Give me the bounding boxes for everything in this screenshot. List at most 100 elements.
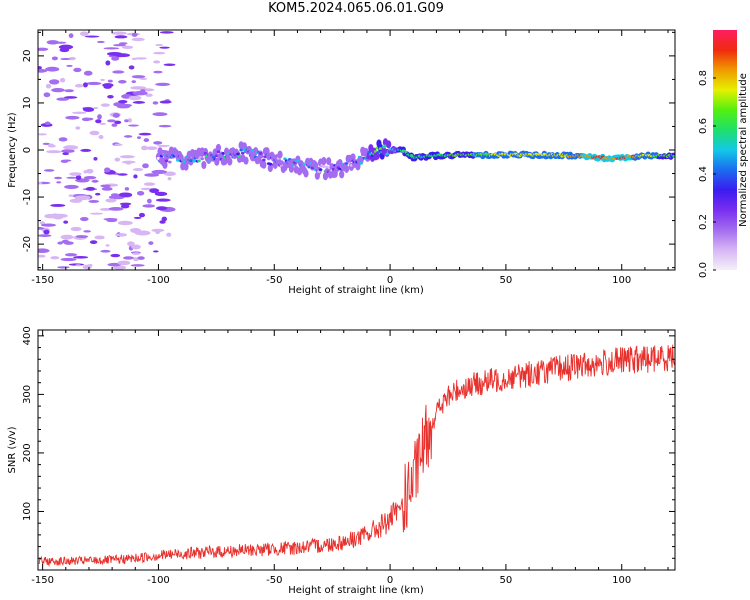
spectrogram-noise-cell <box>43 92 51 98</box>
spectrogram-ridge-halo <box>343 164 350 173</box>
spectrogram-noise-cell <box>123 256 134 260</box>
spectrogram-noise-cell <box>130 228 141 234</box>
spectrogram-ridge-cell <box>197 159 201 163</box>
spectrogram-noise-cell <box>97 114 102 120</box>
y-tick-label: -20 <box>22 236 33 252</box>
spectrogram-ridge-cell <box>164 159 169 163</box>
spectrogram-noise-cell <box>124 187 130 191</box>
spectrogram-noise-cell <box>66 176 78 179</box>
spectrogram-noise-cell <box>63 220 69 224</box>
snr-y-label: SNR (v/v) <box>7 426 18 473</box>
spectrogram-ridge-cell <box>385 152 389 156</box>
spectrogram-ridge-cell <box>262 158 266 162</box>
spectrogram-ridge-cell <box>216 150 221 154</box>
spectrogram-noise-cell <box>74 195 91 201</box>
spectrogram-ridge-halo <box>313 161 319 170</box>
spectrogram-ridge-cell <box>239 148 243 152</box>
spectrogram-noise-cell <box>124 135 133 138</box>
spectrogram-noise-cell <box>127 241 135 247</box>
spectrogram-noise-cell <box>38 234 52 237</box>
spectrogram-noise-cell <box>103 47 120 50</box>
spectrogram-noise-cell <box>147 198 152 204</box>
spectrogram-noise-cell <box>153 60 161 64</box>
x-tick-label: 50 <box>500 575 513 586</box>
spectrogram-noise-cell <box>38 254 46 258</box>
spectrogram-noise-cell <box>155 82 171 87</box>
spectrogram-noise-cell <box>46 40 60 45</box>
spectrogram-noise-cell <box>51 56 58 61</box>
spectrogram-ridge-cell <box>176 158 180 162</box>
spectrogram-noise-cell <box>137 256 145 260</box>
spectrogram-noise-cell <box>112 70 125 74</box>
spectrogram-ridge-cell <box>672 154 675 158</box>
snr-panel: -150 -100 -50 0 50 100 100 200 300 400 Height of… <box>7 326 676 596</box>
spectrogram-heatmap <box>38 31 675 270</box>
spectrogram-noise-cell <box>105 60 111 66</box>
spectrogram-ridge-cell <box>296 159 300 163</box>
spectrogram-noise-cell <box>117 173 128 176</box>
spectrogram-noise-cell <box>64 253 78 257</box>
spectrogram-ridge-halo <box>350 153 356 162</box>
spectrogram-noise-cell <box>75 174 82 180</box>
spectrogram-noise-cell <box>163 63 176 67</box>
spectrogram-noise-cell <box>99 122 106 125</box>
spectrogram-x-ticks: -150 -100 -50 0 50 100 <box>31 30 669 286</box>
spectrogram-noise-cell <box>100 184 111 188</box>
x-tick-label: -100 <box>147 275 170 286</box>
spectrogram-noise-cell <box>60 257 77 262</box>
spectrogram-noise-cell <box>68 56 76 61</box>
spectrogram-noise-cell <box>118 100 128 104</box>
snr-x-ticks: -150 -100 -50 0 50 100 <box>31 330 669 586</box>
spectrogram-ridge-cell <box>236 152 240 156</box>
spectrogram-noise-cell <box>73 256 89 259</box>
spectrogram-ridge-halo <box>183 162 189 171</box>
spectrogram-noise-cell <box>153 51 166 55</box>
spectrogram-noise-cell <box>118 192 133 198</box>
spectrogram-noise-cell <box>110 253 121 258</box>
spectrogram-noise-cell <box>75 264 82 267</box>
spectrogram-noise-cell <box>60 159 69 163</box>
spectrogram-noise-cell <box>38 66 42 70</box>
spectrogram-noise-cell <box>56 181 62 184</box>
spectrogram-ridge-halo <box>326 157 332 166</box>
spectrogram-noise-cell <box>79 31 89 36</box>
spectrogram-noise-cell <box>40 223 56 227</box>
spectrogram-noise-cell <box>98 134 104 140</box>
spectrogram-noise-cell <box>57 241 63 245</box>
spectrogram-noise-cell <box>152 250 159 253</box>
spectrogram-ridge-cell <box>240 151 245 155</box>
x-tick-label: 0 <box>387 575 393 586</box>
x-tick-label: -50 <box>266 575 282 586</box>
x-tick-label: 50 <box>500 275 513 286</box>
spectrogram-noise-cell <box>112 44 126 47</box>
spectrogram-noise-cell <box>89 212 104 215</box>
spectrogram-noise-cell <box>158 124 172 128</box>
spectrogram-noise-cell <box>88 199 100 203</box>
spectrogram-noise-cell <box>108 207 124 211</box>
spectrogram-noise-cell <box>89 240 98 245</box>
spectrogram-ridge-halo <box>277 150 283 159</box>
spectrogram-noise-cell <box>70 226 82 232</box>
spectrogram-ridge-halo <box>386 140 392 149</box>
spectrogram-noise-cell <box>151 169 167 174</box>
spectrogram-noise-cell <box>79 216 89 222</box>
spectrogram-noise-cell <box>107 95 114 99</box>
spectrogram-noise-cell <box>94 235 105 240</box>
spectrogram-noise-cell <box>54 176 63 180</box>
spectrogram-noise-cell <box>149 188 160 194</box>
spectrogram-noise-cell <box>96 40 105 44</box>
spectrogram-noise-cell <box>85 168 94 174</box>
spectrogram-noise-cell <box>38 181 43 185</box>
spectrogram-noise-cell <box>105 198 117 203</box>
spectrogram-noise-cell <box>131 80 137 83</box>
spectrogram-noise-cell <box>62 152 69 156</box>
x-tick-label: -100 <box>147 575 170 586</box>
colorbar-tick-label: 0.8 <box>698 70 709 86</box>
spectrogram-y-ticks: -20 -10 0 10 20 <box>22 31 675 269</box>
spectrogram-noise-cell <box>142 204 155 208</box>
spectrogram-noise-cell <box>159 100 172 104</box>
spectrogram-noise-cell <box>69 172 82 176</box>
snr-series-line <box>38 344 675 567</box>
x-tick-label: -50 <box>266 275 282 286</box>
